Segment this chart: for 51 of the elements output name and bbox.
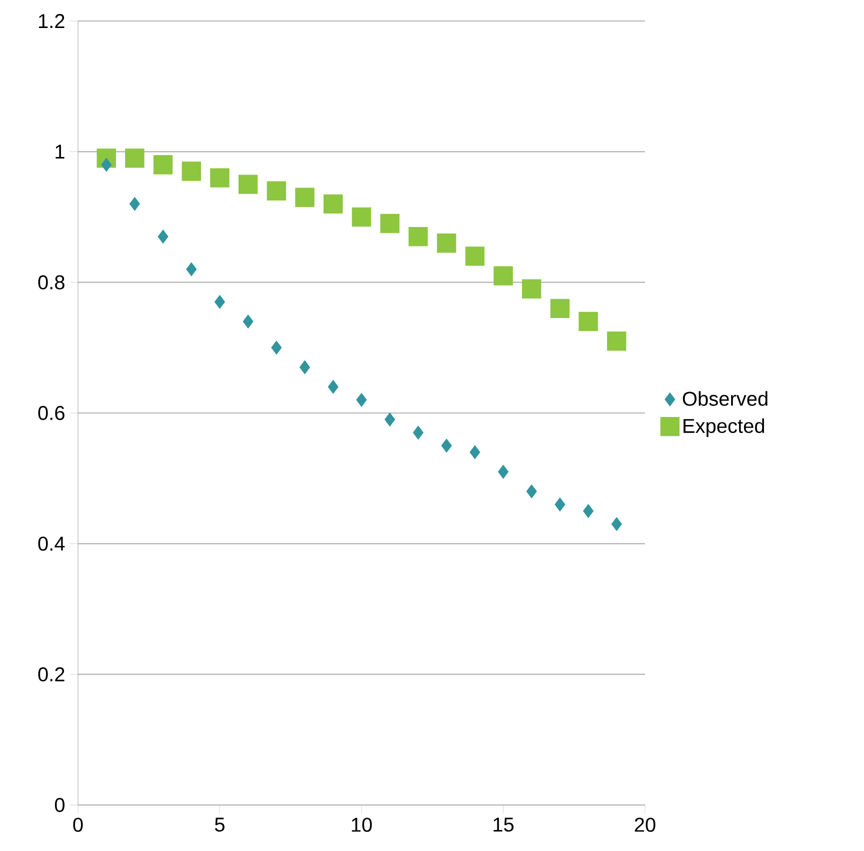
point (238, 174, 258, 194)
point (186, 262, 197, 276)
point (129, 196, 140, 211)
point (153, 155, 173, 174)
point (242, 314, 254, 328)
x-tick-label: 5 (214, 818, 224, 832)
point (607, 332, 626, 351)
point (465, 246, 485, 266)
point (300, 360, 310, 374)
point (384, 412, 396, 426)
x-tick-label: 20 (634, 818, 656, 832)
point (295, 188, 314, 207)
point (494, 266, 513, 286)
point (352, 207, 372, 227)
point (526, 484, 537, 498)
point (470, 445, 480, 460)
point (554, 498, 566, 512)
point (578, 312, 598, 332)
point (550, 298, 570, 318)
point (412, 426, 424, 440)
point (611, 517, 622, 531)
point (214, 294, 226, 309)
legend-label: Observed (682, 391, 768, 406)
point (182, 162, 202, 181)
point (101, 158, 112, 172)
y-tick-label: 0.6 (38, 406, 64, 420)
point (356, 392, 367, 407)
point (324, 194, 343, 214)
point (522, 279, 542, 298)
point (583, 504, 594, 518)
point (380, 214, 400, 234)
point (271, 340, 282, 355)
point (436, 234, 456, 253)
x-tick-label: 10 (352, 818, 372, 832)
point (408, 226, 428, 246)
legend-label: Expected (684, 418, 764, 437)
point (441, 438, 452, 453)
y-tick-label: 0.4 (38, 536, 65, 551)
point (125, 148, 144, 168)
x-tick-label: 0 (73, 818, 83, 832)
point (158, 230, 168, 244)
point (328, 380, 338, 394)
point (498, 464, 509, 479)
x-tick-label: 15 (494, 818, 514, 832)
y-tick-label: 0 (54, 798, 64, 812)
y-tick-label: 0.8 (38, 275, 64, 290)
point (210, 168, 230, 188)
y-tick-label: 1 (56, 144, 64, 159)
point (266, 181, 286, 200)
y-tick-label: 1.2 (39, 14, 64, 28)
y-tick-label: 0.2 (38, 667, 64, 682)
